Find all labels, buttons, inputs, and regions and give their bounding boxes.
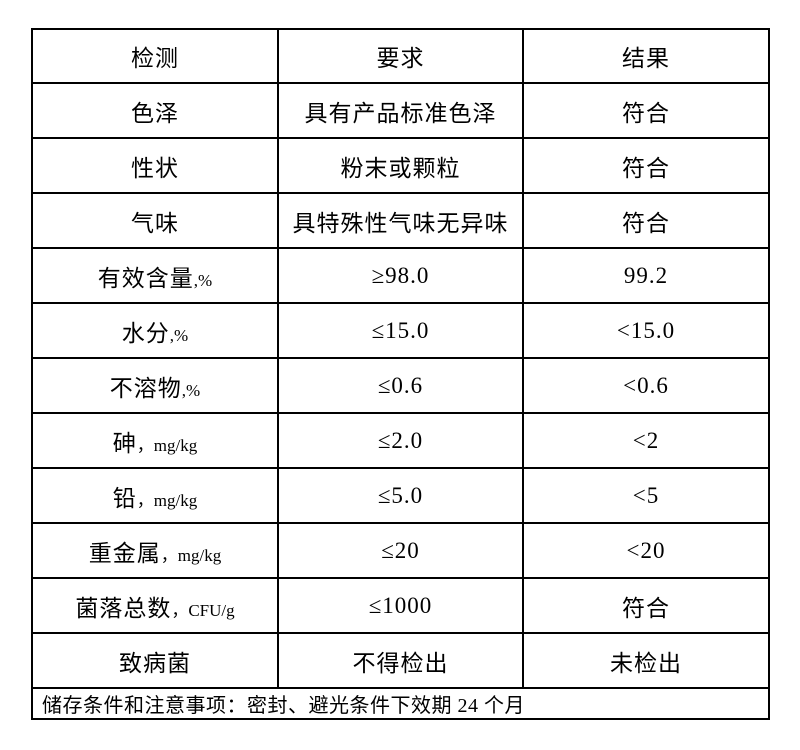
- item-cell: 水分,%: [31, 302, 279, 359]
- item-unit: ,%: [169, 325, 189, 345]
- item-unit: ，mg/kg: [160, 545, 222, 565]
- requirement-cell: 具有产品标准色泽: [277, 82, 524, 139]
- item-cell: 重金属，mg/kg: [31, 522, 279, 579]
- column-header-item: 检测: [31, 28, 279, 84]
- inspection-report-document: 检测 要求 结果 色泽 具有产品标准色泽 符合 性状 粉末或颗粒 符合 气味 具…: [31, 28, 770, 720]
- table-row: 重金属，mg/kg ≤20 <20: [31, 522, 770, 579]
- item-label: 水分: [121, 320, 170, 346]
- requirement-cell: ≤5.0: [277, 467, 524, 524]
- item-cell: 铅，mg/kg: [31, 467, 279, 524]
- result-cell: 符合: [522, 137, 770, 194]
- item-cell: 不溶物,%: [31, 357, 279, 414]
- result-cell: 符合: [522, 82, 770, 139]
- result-cell: 99.2: [522, 247, 770, 304]
- result-cell: <15.0: [522, 302, 770, 359]
- item-unit: ，mg/kg: [136, 435, 198, 455]
- requirement-cell: 粉末或颗粒: [277, 137, 524, 194]
- item-label: 色泽: [131, 100, 179, 126]
- column-header-result: 结果: [522, 28, 770, 84]
- result-cell: 符合: [522, 577, 770, 634]
- item-label: 重金属: [88, 540, 161, 566]
- table-row: 性状 粉末或颗粒 符合: [31, 137, 770, 194]
- requirement-cell: ≥98.0: [277, 247, 524, 304]
- requirement-cell: ≤1000: [277, 577, 524, 634]
- item-label: 致病菌: [119, 650, 191, 676]
- item-label: 性状: [131, 155, 179, 181]
- table-body: 色泽 具有产品标准色泽 符合 性状 粉末或颗粒 符合 气味 具特殊性气味无异味 …: [31, 82, 770, 689]
- table-row: 有效含量,% ≥98.0 99.2: [31, 247, 770, 304]
- item-label: 砷: [112, 430, 137, 456]
- requirement-cell: ≤0.6: [277, 357, 524, 414]
- table-header: 检测 要求 结果: [31, 28, 770, 84]
- storage-conditions-note: 储存条件和注意事项：密封、避光条件下效期 24 个月: [31, 687, 770, 720]
- item-cell: 菌落总数，CFU/g: [31, 577, 279, 634]
- item-unit: ,%: [181, 380, 201, 400]
- table-row: 色泽 具有产品标准色泽 符合: [31, 82, 770, 139]
- result-cell: <5: [522, 467, 770, 524]
- requirement-cell: 具特殊性气味无异味: [277, 192, 524, 249]
- table-row: 铅，mg/kg ≤5.0 <5: [31, 467, 770, 524]
- requirement-cell: 不得检出: [277, 632, 524, 689]
- result-cell: 符合: [522, 192, 770, 249]
- requirement-cell: ≤2.0: [277, 412, 524, 469]
- item-unit: ，mg/kg: [136, 490, 198, 510]
- result-cell: <0.6: [522, 357, 770, 414]
- inspection-table: 检测 要求 结果 色泽 具有产品标准色泽 符合 性状 粉末或颗粒 符合 气味 具…: [31, 28, 770, 720]
- item-label: 有效含量: [97, 265, 194, 291]
- table-row: 菌落总数，CFU/g ≤1000 符合: [31, 577, 770, 634]
- column-header-requirement: 要求: [277, 28, 524, 84]
- item-cell: 色泽: [31, 82, 279, 139]
- item-unit: ,%: [193, 270, 213, 290]
- header-row: 检测 要求 结果: [31, 28, 770, 84]
- result-cell: <2: [522, 412, 770, 469]
- item-label: 铅: [112, 485, 137, 511]
- item-cell: 性状: [31, 137, 279, 194]
- item-label: 不溶物: [109, 375, 182, 401]
- result-cell: <20: [522, 522, 770, 579]
- footer-row: 储存条件和注意事项：密封、避光条件下效期 24 个月: [31, 687, 770, 720]
- table-row: 砷，mg/kg ≤2.0 <2: [31, 412, 770, 469]
- item-cell: 气味: [31, 192, 279, 249]
- table-footer: 储存条件和注意事项：密封、避光条件下效期 24 个月: [31, 687, 770, 720]
- item-cell: 致病菌: [31, 632, 279, 689]
- requirement-cell: ≤15.0: [277, 302, 524, 359]
- item-unit: ，CFU/g: [171, 600, 235, 620]
- table-row: 水分,% ≤15.0 <15.0: [31, 302, 770, 359]
- item-cell: 砷，mg/kg: [31, 412, 279, 469]
- table-row: 不溶物,% ≤0.6 <0.6: [31, 357, 770, 414]
- result-cell: 未检出: [522, 632, 770, 689]
- item-label: 气味: [131, 210, 179, 236]
- item-cell: 有效含量,%: [31, 247, 279, 304]
- item-label: 菌落总数: [75, 595, 172, 621]
- table-row: 气味 具特殊性气味无异味 符合: [31, 192, 770, 249]
- requirement-cell: ≤20: [277, 522, 524, 579]
- table-row: 致病菌 不得检出 未检出: [31, 632, 770, 689]
